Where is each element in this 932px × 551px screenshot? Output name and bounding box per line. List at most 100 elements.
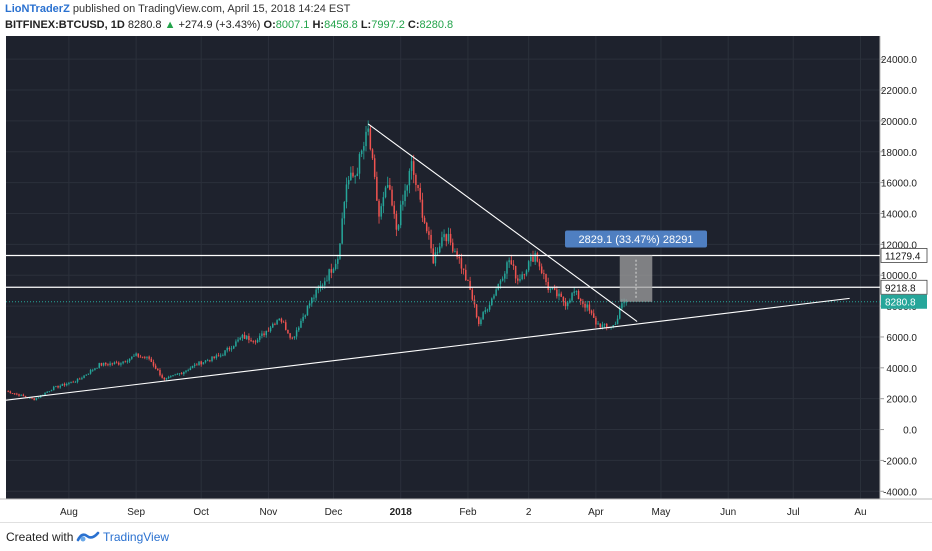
candle-up [76,378,79,382]
candle-down [415,174,417,185]
candle-up [345,184,348,202]
candle-down [465,269,467,281]
price-change: +274.9 (+3.43%) [178,19,261,31]
candle-down [536,253,539,262]
close-label: C: [407,19,420,31]
candle-down [605,323,608,328]
footer: Created with TradingView [0,522,932,551]
candle-up [35,398,38,401]
candle-up [493,295,495,299]
candle-down [250,340,252,342]
candle-up [534,253,536,262]
candle-up [98,363,101,368]
candle-down [562,296,565,302]
candle-down [263,333,265,336]
candle-down [556,289,558,297]
candle-up [237,339,239,342]
candle-down [543,273,545,275]
candle-up [232,346,235,349]
price-chart[interactable]: 24000.022000.020000.018000.016000.014000… [0,36,932,522]
candle-down [395,213,398,230]
plot-background [6,36,880,499]
candle-up [59,385,61,388]
candle-down [111,363,114,365]
candle-down [141,356,144,358]
candle-down [213,356,215,358]
candle-up [406,185,408,191]
candle-up [198,361,200,366]
level-price-tag [880,248,928,263]
candle-up [120,363,122,365]
candle-up [304,315,307,317]
candle-up [525,270,528,275]
candle-down [228,348,231,350]
candle-up [311,297,313,304]
candle-up [597,323,599,325]
candle-up [165,378,168,380]
candle-down [590,310,593,314]
candle-up [321,285,324,287]
candle-up [356,173,359,177]
y-tick-label: 10000.0 [881,271,918,282]
candle-down [124,361,127,363]
tradingview-logo-icon[interactable] [76,528,100,544]
last-price-label: 8280.8 [885,298,916,309]
candle-down [352,172,354,177]
candle-down [280,318,283,322]
candle-down [18,394,20,396]
candle-up [202,362,205,365]
trendline-support[interactable] [5,297,850,401]
x-tick-label: Nov [260,507,278,518]
y-tick-label: 12000.0 [881,240,918,251]
candle-down [471,289,474,300]
x-tick-label: Apr [588,507,604,518]
candle-down [154,365,157,369]
candle-up [298,327,300,331]
y-tick-label: -2000.0 [883,456,917,467]
candle-up [382,197,385,207]
candle-up [575,291,578,292]
candle-down [161,375,163,378]
trendline-resistance[interactable] [367,123,638,322]
y-tick-label: 18000.0 [881,148,918,159]
measure-range-box[interactable] [619,255,653,302]
candle-down [510,260,513,265]
y-tick-label: 2000.0 [886,395,917,406]
candle-up [226,348,228,351]
chart-area[interactable]: 24000.0 22000.0 20000.0 18000.0 16000.0 14000… [0,36,932,522]
candle-down [274,323,276,325]
candle-up [384,187,387,198]
candle-down [523,274,526,276]
candle-up [408,170,411,186]
candle-up [131,356,133,359]
author-link[interactable]: LioNTraderZ [5,3,70,15]
candle-down [105,362,107,365]
low-label: L: [360,19,372,31]
candle-up [625,301,628,303]
candle-up [276,320,278,325]
candle-up [135,353,137,356]
candle-up [295,330,298,337]
candle-up [350,172,352,181]
candle-up [551,288,554,290]
candle-up [621,303,623,309]
tradingview-brand[interactable]: TradingView [103,530,170,544]
candle-up [20,394,22,396]
candle-up [363,146,365,151]
candle-down [248,336,250,341]
candle-down [196,364,198,366]
symbol-label[interactable]: BITFINEX:BTCUSD, 1D [5,19,125,31]
candle-down [11,393,14,394]
candle-down [252,341,254,343]
candle-up [402,201,404,205]
y-tick-label: 6000.0 [886,333,917,344]
candle-up [170,375,172,377]
candle-up [501,278,504,281]
candle-up [211,356,213,362]
open-value: 8007.1 [275,19,310,31]
candle-down [538,261,541,267]
x-tick-label: Sep [127,507,145,518]
candle-up [44,392,46,396]
candle-up [315,289,317,298]
candle-up [482,312,484,320]
